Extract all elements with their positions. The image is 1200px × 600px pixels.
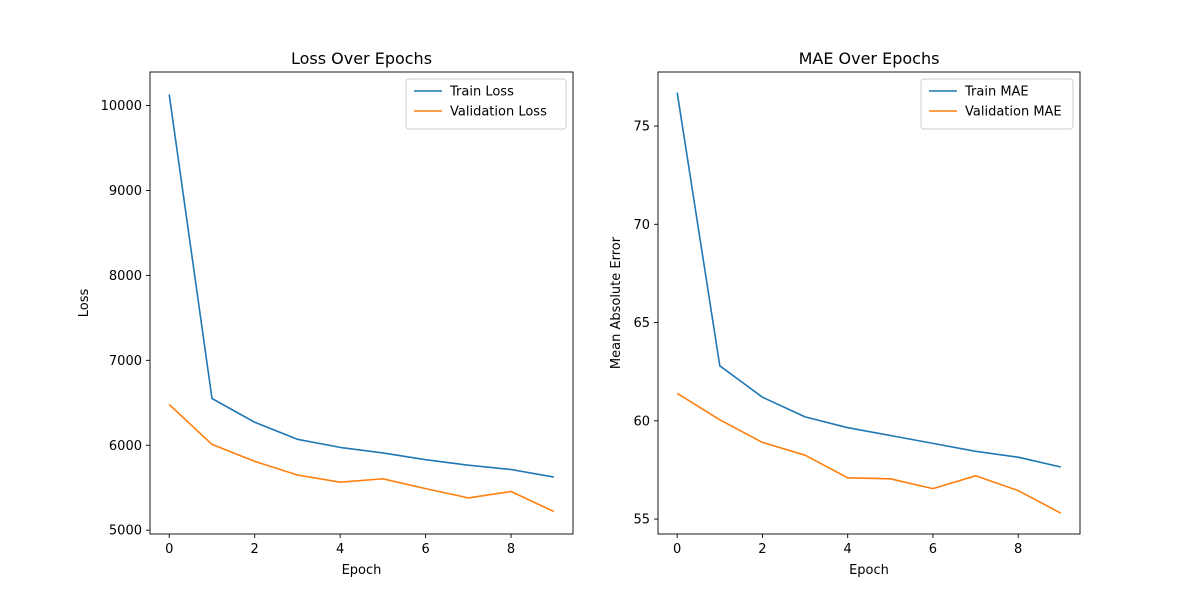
y-tick-label: 10000 [101, 99, 142, 114]
y-tick-label: 8000 [109, 269, 142, 284]
legend-box [920, 78, 1074, 130]
y-axis-label: Loss [77, 289, 92, 318]
axes-frame [149, 71, 574, 535]
legend: Train Loss Validation Loss [405, 78, 567, 130]
y-tick-label: 75 [633, 120, 650, 135]
legend: Train MAE Validation MAE [920, 78, 1074, 130]
legend-label-1: Train MAE [964, 85, 1029, 100]
series-line-1 [168, 94, 554, 478]
series-line-2 [676, 392, 1062, 514]
chart-panel-2: MAE Over Epochs 0 2 4 6 8 55 60 65 70 75 Epoch Mean … [609, 49, 1081, 578]
x-tick-label: 8 [507, 542, 515, 557]
y-tick-label: 9000 [109, 184, 142, 199]
y-tick-label: 6000 [109, 439, 142, 454]
axes-frame [657, 71, 1081, 535]
x-tick-label: 0 [165, 542, 173, 557]
legend-label-1: Train Loss [449, 85, 514, 100]
x-tick-label: 6 [929, 542, 937, 557]
x-tick-label: 0 [673, 542, 681, 557]
series-line-1 [676, 92, 1061, 468]
y-tick-label: 5000 [109, 524, 142, 539]
x-tick-label: 4 [336, 542, 344, 557]
chart-title: MAE Over Epochs [799, 49, 940, 68]
x-tick-label: 2 [251, 542, 259, 557]
x-axis-label: Epoch [342, 563, 382, 578]
y-axis-label: Mean Absolute Error [609, 236, 624, 369]
y-tick-label: 70 [633, 218, 650, 233]
x-tick-label: 6 [421, 542, 429, 557]
y-tick-label: 60 [633, 414, 650, 429]
legend-box [405, 78, 567, 130]
legend-label-2: Validation Loss [450, 105, 547, 120]
legend-label-2: Validation MAE [965, 105, 1062, 120]
x-tick-label: 8 [1014, 542, 1022, 557]
y-tick-label: 7000 [109, 354, 142, 369]
chart-title: Loss Over Epochs [291, 49, 432, 68]
x-axis-label: Epoch [849, 563, 889, 578]
series-line-2 [168, 403, 555, 513]
chart-panel-1: Loss Over Epochs 0 2 4 6 8 5000 6000 7000 8000 900… [77, 49, 574, 578]
x-tick-label: 2 [758, 542, 766, 557]
y-tick-label: 65 [633, 316, 650, 331]
y-tick-label: 55 [633, 513, 650, 528]
x-tick-label: 4 [844, 542, 852, 557]
